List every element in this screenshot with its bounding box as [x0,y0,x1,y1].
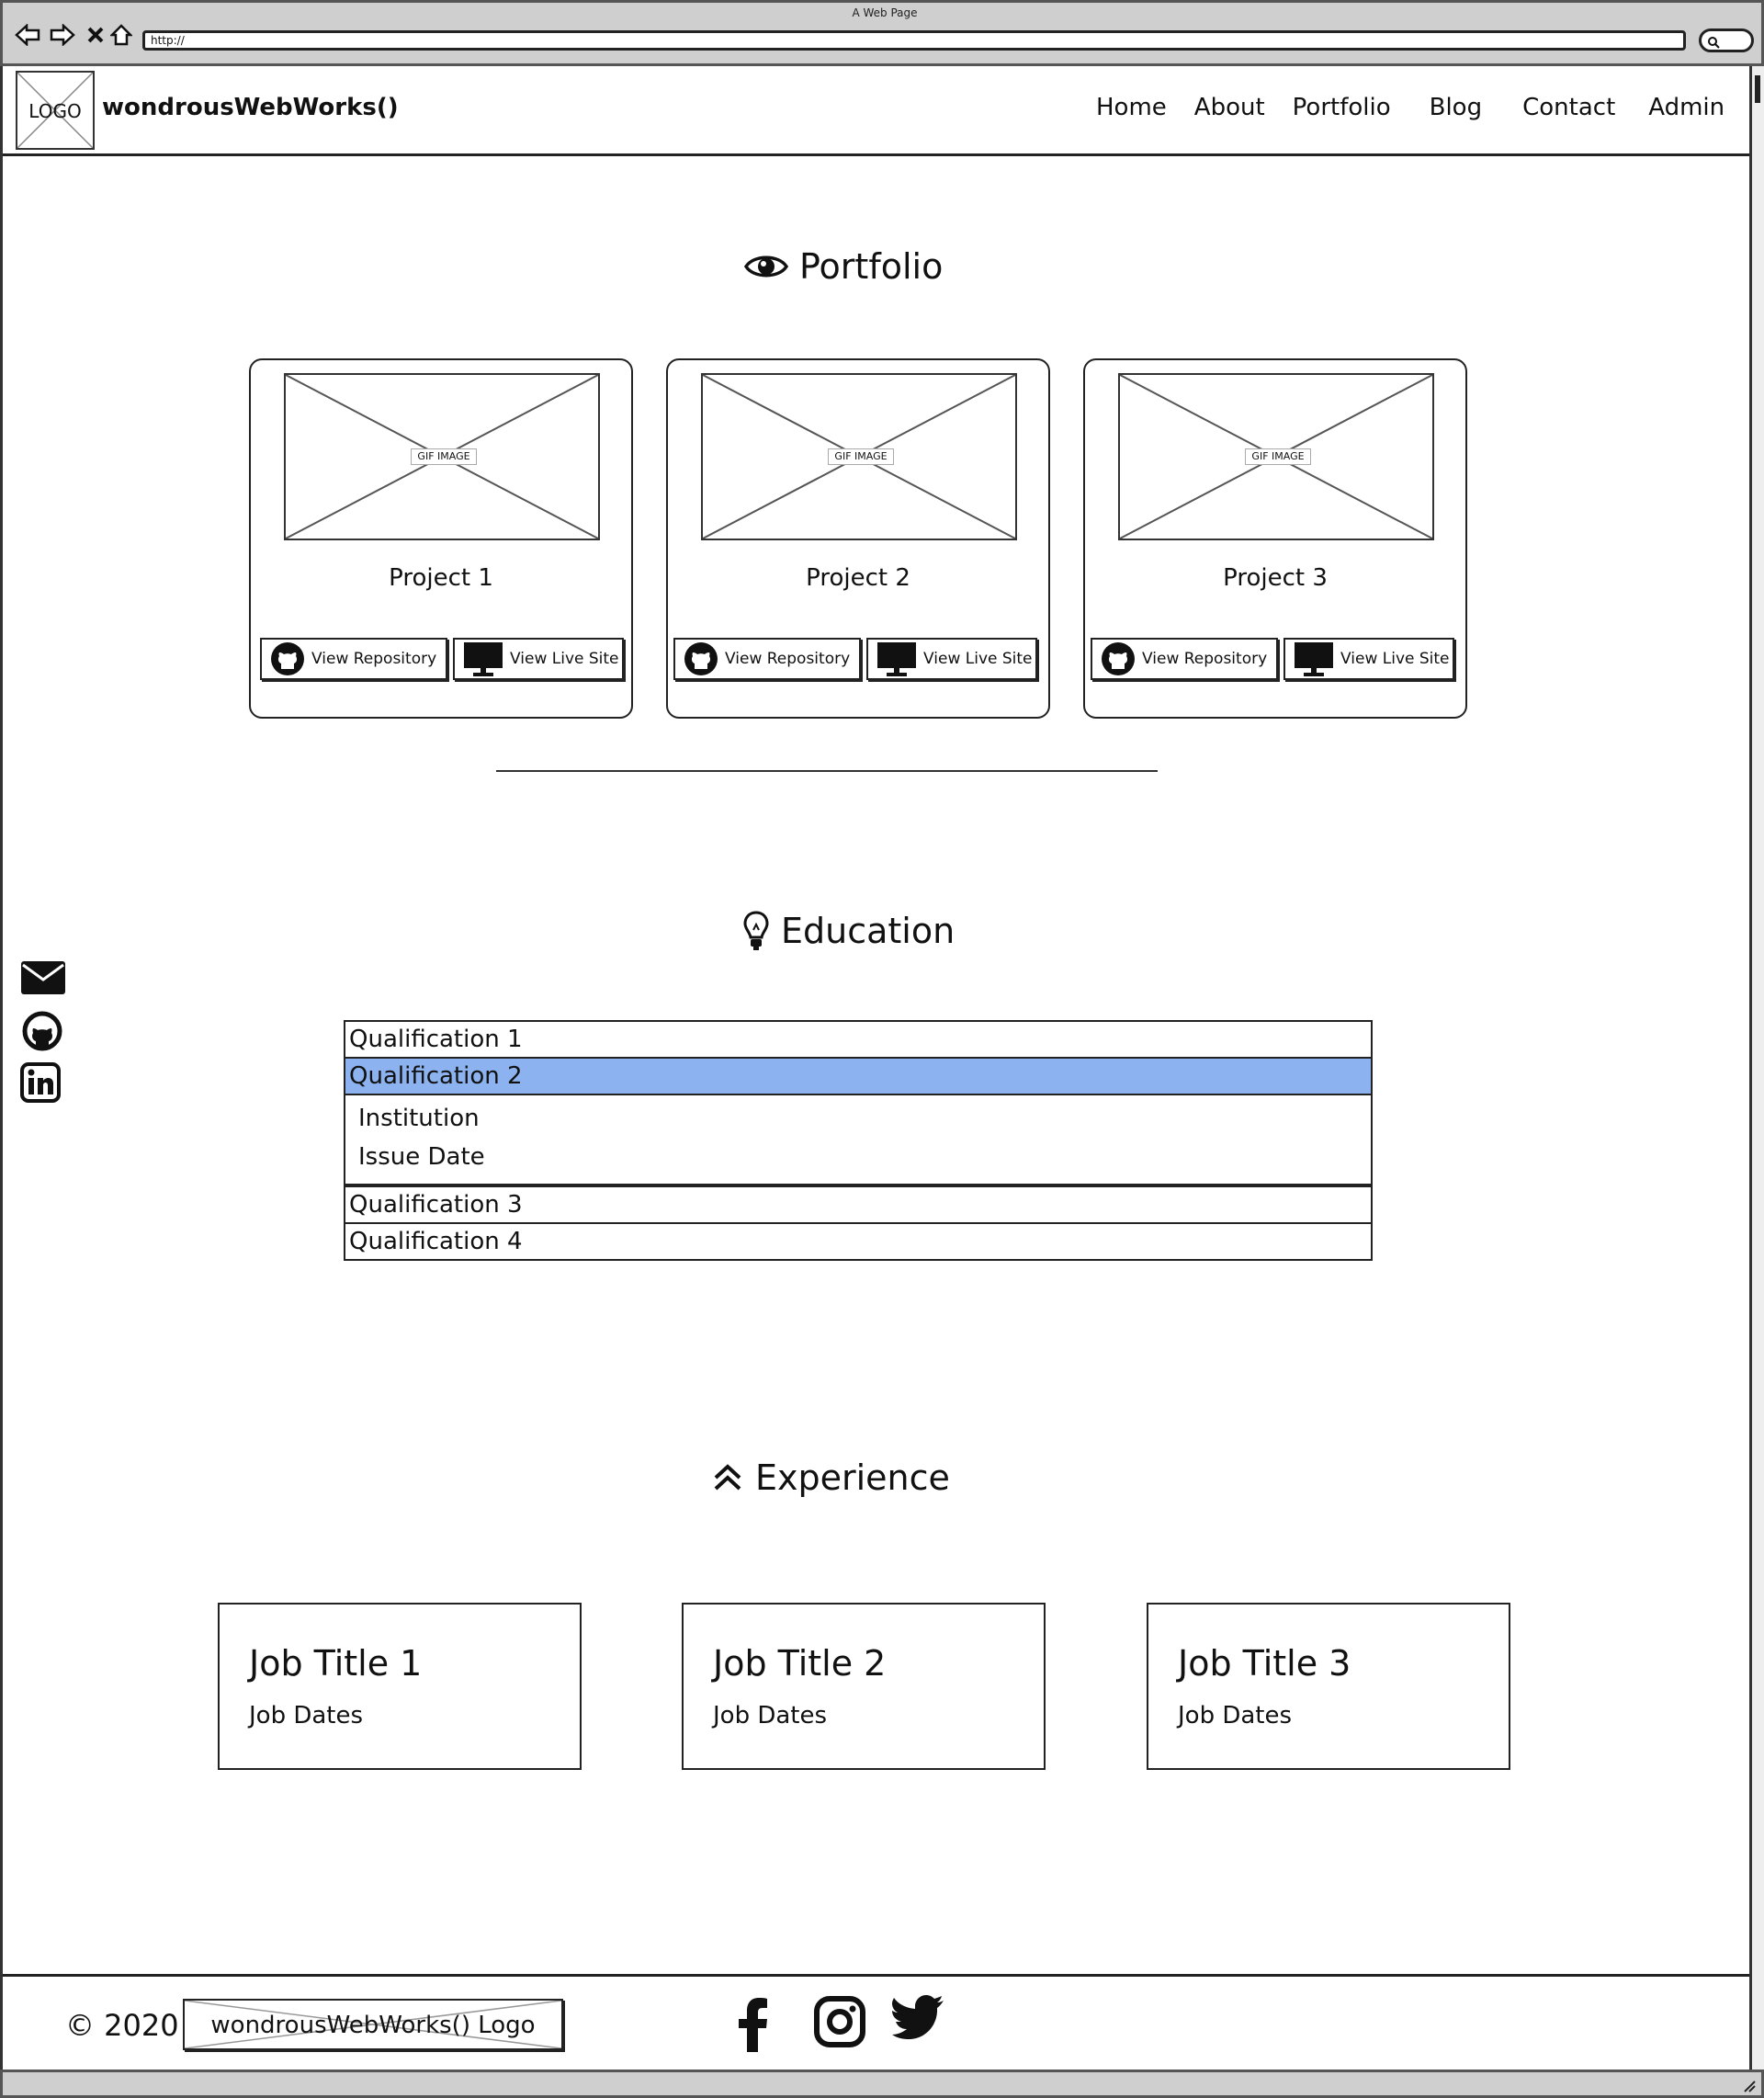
monitor-icon [464,642,503,676]
view-live-site-label: View Live Site [923,650,1033,668]
experience-heading: Experience [711,1457,950,1498]
nav-home[interactable]: Home [1096,94,1167,121]
portfolio-heading: Portfolio [744,246,943,287]
project-title: Project 1 [389,564,493,592]
browser-statusbar [0,2070,1764,2098]
project-image-placeholder: GIF IMAGE [1118,373,1434,540]
browser-search[interactable] [1699,28,1754,52]
monitor-icon [1295,642,1333,676]
project-title: Project 2 [806,564,910,592]
github-icon [1102,642,1135,675]
job-card[interactable]: Job Title 2 Job Dates [682,1603,1046,1770]
resize-grip-icon[interactable] [1741,2078,1756,2092]
view-repository-button[interactable]: View Repository [260,638,447,680]
view-live-site-button[interactable]: View Live Site [453,638,624,680]
nav-portfolio[interactable]: Portfolio [1292,94,1391,121]
facebook-icon[interactable] [734,1995,813,2054]
education-heading-text: Education [781,911,956,951]
accordion-item[interactable]: Qualification 3 [344,1185,1373,1224]
back-arrow-icon[interactable] [14,21,41,49]
accordion-panel: Institution Issue Date [344,1095,1373,1185]
image-label: GIF IMAGE [828,448,894,465]
institution-text: Institution [358,1105,480,1132]
main-nav: Home About Portfolio Blog Contact Admin [1096,94,1724,121]
job-dates: Job Dates [1178,1702,1293,1729]
double-chevron-up-icon [714,1464,741,1491]
address-bar[interactable]: http:// [142,30,1686,51]
education-accordion: Qualification 1 Qualification 2 Institut… [344,1020,1373,1261]
footer-social-links [734,1995,971,2054]
footer-logo-text: wondrousWebWorks() Logo [210,2012,536,2039]
project-card: GIF IMAGE Project 3 View Repository View… [1083,358,1467,719]
social-sidebar [20,959,66,1114]
view-live-site-button[interactable]: View Live Site [866,638,1037,680]
accordion-item[interactable]: Qualification 4 [344,1222,1373,1261]
project-card: GIF IMAGE Project 2 View Repository View… [666,358,1050,719]
view-live-site-label: View Live Site [510,650,619,668]
github-icon[interactable] [20,1011,66,1062]
lightbulb-icon [743,911,769,950]
view-repository-button[interactable]: View Repository [673,638,861,680]
window-title: A Web Page [852,6,918,19]
copyright-text: © 2020 [65,2008,179,2043]
job-card[interactable]: Job Title 1 Job Dates [218,1603,582,1770]
job-card[interactable]: Job Title 3 Job Dates [1147,1603,1510,1770]
brand-name[interactable]: wondrousWebWorks() [102,94,399,121]
issue-date-text: Issue Date [358,1143,485,1171]
image-label: GIF IMAGE [1245,448,1311,465]
site-header: LOGO wondrousWebWorks() Home About Portf… [3,66,1749,156]
search-icon [1708,37,1720,49]
nav-about[interactable]: About [1193,94,1265,121]
github-icon [271,642,304,675]
experience-heading-text: Experience [755,1457,950,1498]
github-icon [684,642,718,675]
logo-placeholder[interactable]: LOGO [16,71,95,150]
image-label: GIF IMAGE [411,448,477,465]
view-repository-button[interactable]: View Repository [1091,638,1278,680]
logo-text: LOGO [28,100,82,122]
job-title: Job Title 3 [1178,1643,1351,1684]
home-icon[interactable] [107,21,135,49]
accordion-item-selected[interactable]: Qualification 2 [344,1057,1373,1095]
job-dates: Job Dates [249,1702,364,1729]
section-divider [496,770,1158,772]
project-title: Project 3 [1223,564,1328,592]
project-image-placeholder: GIF IMAGE [701,373,1017,540]
eye-icon [744,255,788,278]
portfolio-heading-text: Portfolio [799,246,944,287]
envelope-icon[interactable] [20,959,66,1011]
vertical-scrollbar[interactable] [1749,66,1764,2070]
view-live-site-button[interactable]: View Live Site [1283,638,1454,680]
monitor-icon [877,642,916,676]
instagram-icon[interactable] [813,1995,892,2054]
view-repository-label: View Repository [1142,650,1268,668]
project-card: GIF IMAGE Project 1 View Repository View… [249,358,633,719]
accordion-item[interactable]: Qualification 1 [344,1020,1373,1059]
view-live-site-label: View Live Site [1340,650,1450,668]
nav-contact[interactable]: Contact [1522,94,1616,121]
project-image-placeholder: GIF IMAGE [284,373,600,540]
view-repository-label: View Repository [725,650,851,668]
window-frame-left [0,66,3,2070]
browser-toolbar: A Web Page http:// [0,0,1764,66]
footer-logo-placeholder[interactable]: wondrousWebWorks() Logo [183,1999,563,2050]
job-title: Job Title 2 [713,1643,887,1684]
education-heading: Education [742,910,955,952]
nav-admin[interactable]: Admin [1648,94,1725,121]
scrollbar-thumb[interactable] [1755,75,1760,103]
job-dates: Job Dates [713,1702,828,1729]
site-footer: © 2020 wondrousWebWorks() Logo [3,1974,1749,2070]
twitter-icon[interactable] [892,1995,971,2054]
view-repository-label: View Repository [311,650,437,668]
job-title: Job Title 1 [249,1643,423,1684]
stop-icon[interactable] [82,21,109,49]
nav-blog[interactable]: Blog [1429,94,1483,121]
forward-arrow-icon[interactable] [49,21,76,49]
linkedin-icon[interactable] [20,1062,66,1114]
